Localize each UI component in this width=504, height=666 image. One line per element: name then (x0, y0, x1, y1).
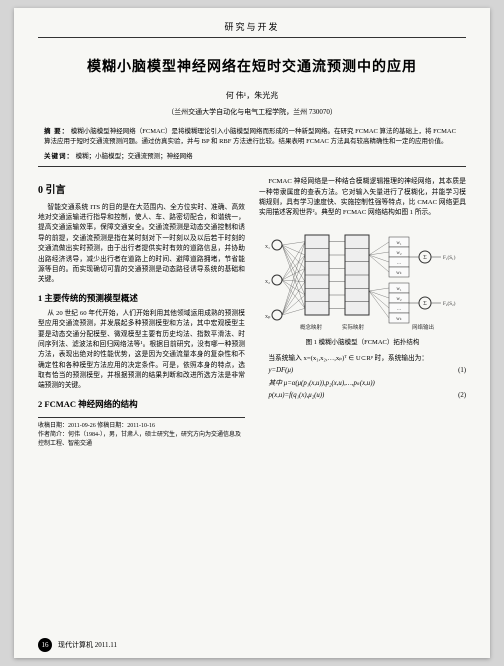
svg-text:wₖ: wₖ (396, 271, 402, 276)
svg-text:F₂(S₂): F₂(S₂) (443, 302, 456, 307)
right-column: FCMAC 神经网络是一种结合模糊逻辑推理的神经网络，其本质是一种带隶属度的查表… (259, 177, 466, 449)
eq3-num: (2) (458, 391, 466, 402)
svg-text:w₁: w₁ (396, 287, 402, 292)
top-rule (38, 37, 466, 38)
keywords: 关键词： 模糊；小脑模型；交通流预测；神经网络 (44, 152, 460, 162)
svg-text:w₂: w₂ (396, 251, 402, 256)
abstract-text: 模糊小脑模型神经网络（FCMAC）是将模糊理论引入小脑模型网络而形成的一种新型网… (44, 128, 456, 145)
footnote-rule (38, 417, 245, 418)
col2-para1: FCMAC 神经网络是一种结合模糊逻辑推理的神经网络，其本质是一种带隶属度的查表… (259, 177, 466, 219)
sec1-heading: 1 主要传统的预测模型概述 (38, 292, 245, 305)
sec0-heading: 0 引言 (38, 183, 245, 199)
page-number-badge: 16 (38, 638, 52, 652)
eq1-expr: y=DF(μ) (269, 366, 294, 377)
sec1-para1: 从 20 世纪 60 年代开始，人们开始利用其他领域运用成熟的预测模型应用交通流… (38, 309, 245, 392)
affiliation: （兰州交通大学自动化与电气工程学院，兰州 730070） (38, 107, 466, 117)
section-header: 研究与开发 (38, 20, 466, 33)
left-column: 0 引言 智能交通系统 ITS 的目的是在大范围内、全方位实时、准确、高效地对交… (38, 177, 245, 449)
figure-1: x₁ x₂ xₚ w₁ w₂ … wₖ Σ F₁(S₁) w₁ w₂ … wₖ Σ F₂(S₂) 概念映射 实际… (259, 225, 466, 348)
figure-1-svg: x₁ x₂ xₚ w₁ w₂ … wₖ Σ F₁(S₁) w₁ w₂ … wₖ Σ F₂(S₂) 概念映射 实际… (263, 225, 463, 335)
sec0-para1: 智能交通系统 ITS 的目的是在大范围内、全方位实时、准确、高效地对交通运输进行… (38, 203, 245, 286)
svg-text:网络输出: 网络输出 (411, 323, 433, 331)
svg-text:实际映射: 实际映射 (341, 323, 364, 331)
svg-text:Σ: Σ (423, 301, 427, 307)
svg-text:Σ: Σ (423, 255, 427, 261)
svg-text:…: … (396, 261, 401, 266)
footnotes: 收稿日期：2011-09-26 修稿日期：2011-10-16 作者简介：何伟（… (38, 422, 245, 449)
equation-aux: 其中 μ=α(μ(p₁(x,u)),p₂(x,u),…,pₖ(x,u)) (269, 379, 466, 390)
svg-text:F₁(S₁): F₁(S₁) (443, 256, 456, 261)
figure-1-caption: 图 1 模糊小脑模型（FCMAC）拓扑结构 (259, 338, 466, 348)
svg-text:…: … (396, 307, 401, 312)
eq3-expr: p(x,u)=f(q₁(x),μ₂(u)) (269, 391, 325, 402)
journal-name: 现代计算机 2011.11 (58, 640, 117, 650)
svg-text:w₁: w₁ (396, 241, 402, 246)
footnote-dates: 收稿日期：2011-09-26 修稿日期：2011-10-16 (38, 422, 245, 431)
svg-text:x₁: x₁ (265, 244, 270, 250)
mid-rule (38, 166, 466, 167)
authors: 何 伟¹，朱光兆 (38, 90, 466, 101)
footnote-author: 作者简介：何伟（1984-），男，甘肃人，硕士研究生，研究方向为交通信息及控制工… (38, 431, 245, 449)
equation-1: y=DF(μ) (1) (269, 366, 466, 377)
sec2-heading: 2 FCMAC 神经网络的结构 (38, 398, 245, 411)
page-footer: 16 现代计算机 2011.11 (38, 638, 117, 652)
svg-text:w₂: w₂ (396, 297, 402, 302)
equation-2: p(x,u)=f(q₁(x),μ₂(u)) (2) (269, 391, 466, 402)
abstract: 摘 要： 模糊小脑模型神经网络（FCMAC）是将模糊理论引入小脑模型网络而形成的… (44, 127, 460, 148)
svg-text:概念映射: 概念映射 (299, 323, 322, 331)
keywords-text: 模糊；小脑模型；交通流预测；神经网络 (76, 153, 193, 160)
paper-title: 模糊小脑模型神经网络在短时交通流预测中的应用 (38, 56, 466, 76)
col2-para2: 当系统输入 x=(x₁,x₂,…,xₚ)ᵀ ∈ U⊂Rᵖ 时，系统输出为： (259, 354, 466, 364)
svg-text:x₂: x₂ (265, 279, 270, 285)
keywords-label: 关键词： (44, 153, 74, 160)
svg-text:xₚ: xₚ (265, 314, 271, 320)
abstract-label: 摘 要： (44, 128, 69, 135)
eq1-num: (1) (458, 366, 466, 377)
svg-text:wₖ: wₖ (396, 317, 402, 322)
eq2-expr: 其中 μ=α(μ(p₁(x,u)),p₂(x,u),…,pₖ(x,u)) (269, 379, 375, 390)
